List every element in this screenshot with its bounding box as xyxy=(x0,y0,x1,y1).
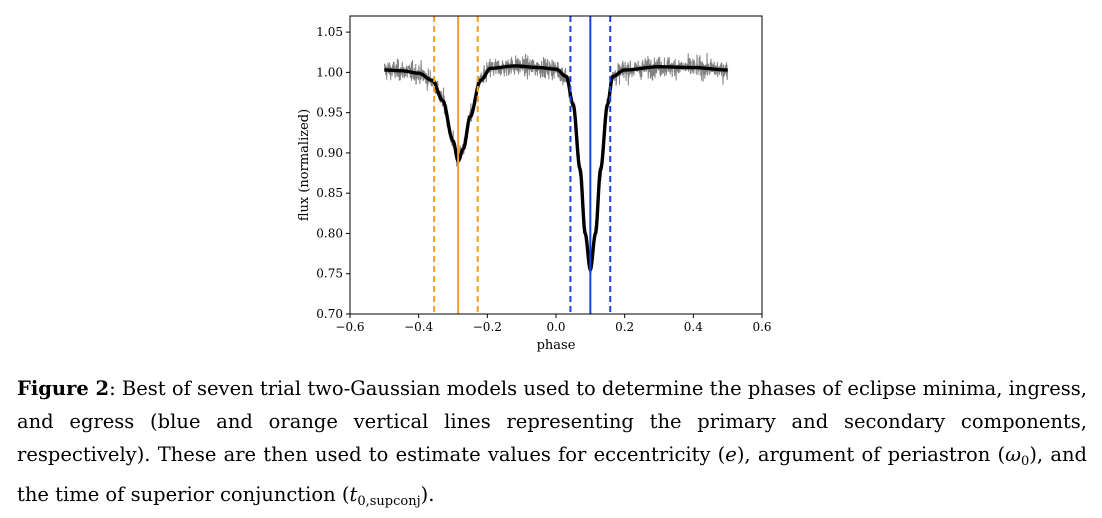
x-tick-label: 0.6 xyxy=(752,320,771,334)
y-axis-label: flux (normalized) xyxy=(297,109,312,221)
y-tick-label: 0.90 xyxy=(316,146,343,160)
x-tick-label: 0.0 xyxy=(546,320,565,334)
x-tick-label: −0.4 xyxy=(404,320,434,334)
figure-caption: Figure 2: Best of seven trial two-Gaussi… xyxy=(17,372,1087,518)
x-tick-label: 0.4 xyxy=(684,320,703,334)
time-symbol: t xyxy=(349,483,358,506)
y-tick-label: 0.95 xyxy=(316,106,343,120)
caption-text-3: ), and the time of superior conjunction … xyxy=(17,443,1088,506)
y-tick-label: 1.05 xyxy=(316,25,343,39)
y-tick-label: 1.00 xyxy=(316,65,343,79)
data-layer xyxy=(383,16,729,314)
figure-label: Figure 2 xyxy=(17,377,110,400)
omega-subscript: 0 xyxy=(1021,454,1030,469)
y-tick-label: 0.75 xyxy=(316,267,343,281)
x-tick-label: −0.2 xyxy=(473,320,502,334)
caption-text-2: ), argument of periastron ( xyxy=(736,443,1006,466)
caption-text-4: ). xyxy=(420,483,435,506)
eccentricity-symbol: e xyxy=(725,443,737,466)
chart-canvas: −0.6 −0.4 −0.2 0.0 0.2 0.4 0.6 0.70 0.75 0.80 0.85… xyxy=(297,15,772,353)
y-tick-label: 0.85 xyxy=(316,186,343,200)
x-axis-label: phase xyxy=(537,338,576,353)
y-tick-label: 0.80 xyxy=(316,226,343,240)
light-curve-chart: −0.6 −0.4 −0.2 0.0 0.2 0.4 0.6 0.70 0.75 0.80 0.85… xyxy=(290,8,780,360)
y-tick-label: 0.70 xyxy=(316,307,343,321)
caption-text-1: : Best of seven trial two-Gaussian model… xyxy=(17,377,1087,466)
omega-symbol: ω xyxy=(1005,443,1022,466)
series-model xyxy=(383,64,729,272)
x-tick-label: −0.6 xyxy=(335,320,364,334)
time-subscript: 0,supconj xyxy=(357,494,421,509)
axes-layer: −0.6 −0.4 −0.2 0.0 0.2 0.4 0.6 0.70 0.75 0.80 0.85… xyxy=(316,15,772,334)
x-tick-label: 0.2 xyxy=(615,320,634,334)
